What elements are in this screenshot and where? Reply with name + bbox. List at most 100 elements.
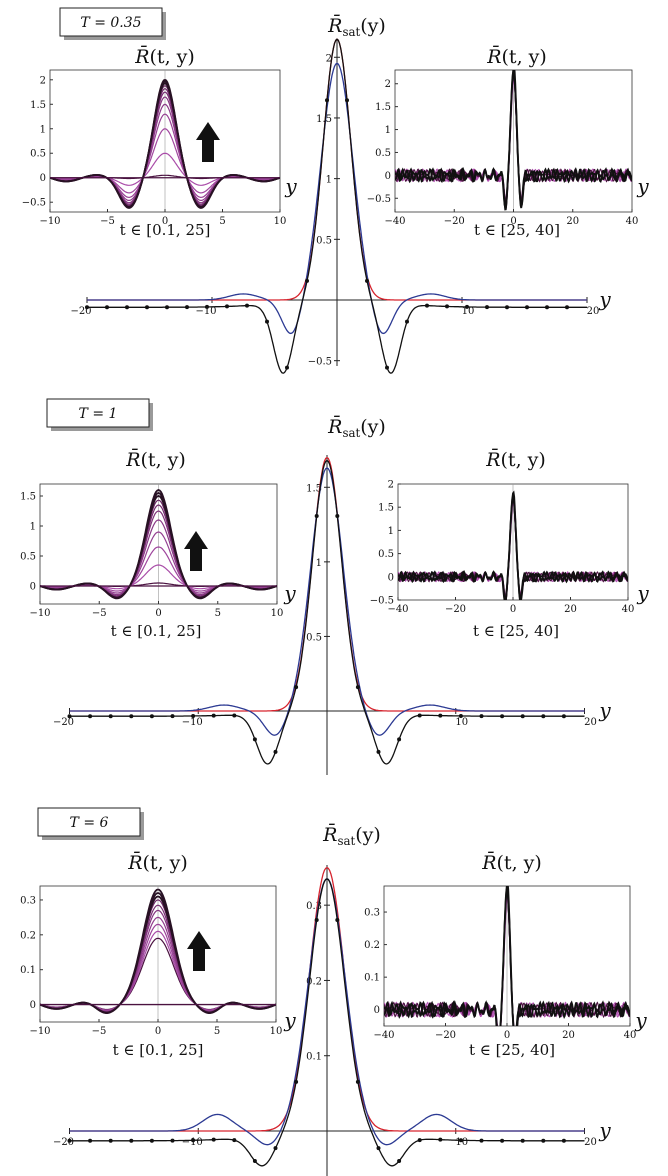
right-y-tick-label: 1 <box>385 125 391 136</box>
main-marker <box>500 1138 505 1143</box>
right-title: R̄(t, y) <box>481 851 542 874</box>
left-x-tick-label: 0 <box>162 216 168 227</box>
left-y-tick-label: −0.5 <box>22 198 46 209</box>
main-marker <box>314 513 319 518</box>
left-y-tick-label: 0 <box>40 173 46 184</box>
main-marker <box>232 713 237 718</box>
right-x-tick-label: 40 <box>622 604 635 615</box>
main-marker <box>565 305 569 310</box>
main-x-tick-label: 20 <box>584 717 597 728</box>
main-marker <box>561 1138 566 1143</box>
main-x-tick-label: 20 <box>587 306 600 317</box>
main-marker <box>425 303 429 308</box>
right-x-tick-label: 0 <box>510 216 516 227</box>
main-marker <box>67 1138 72 1143</box>
main-series-blue <box>69 467 585 736</box>
main-title-sub: sat <box>342 25 360 39</box>
main-title-r: R̄ <box>322 823 337 846</box>
panel-2: T = 1R̄sat(y)−20 −10 10 200.511.5y−10 −5 0 5 10… <box>20 398 650 775</box>
right-inset: −40 −20 0 20 40 −0.5 0 0.5 1 1.5 2 R̄(t, y) t ∈ [25,… <box>367 45 650 239</box>
right-y-tick-label: 1 <box>388 526 394 537</box>
main-marker <box>305 278 309 283</box>
family-curve <box>40 489 277 600</box>
late-curve <box>384 898 630 1026</box>
main-title-sub: sat <box>342 426 360 440</box>
main-marker <box>365 278 369 283</box>
up-arrow-icon <box>196 122 220 162</box>
right-title-arg: (t, y) <box>501 449 546 471</box>
main-title-arg: (y) <box>360 416 386 438</box>
left-y-tick-label: 1 <box>30 522 36 533</box>
family-curve <box>50 78 280 209</box>
main-series-black <box>69 878 585 1167</box>
main-marker <box>417 1138 422 1143</box>
main-marker <box>294 685 299 690</box>
right-x-tick-label: −20 <box>435 1030 456 1041</box>
left-subtitle: t ∈ [0.1, 25] <box>113 1041 204 1059</box>
left-y-tick-label: 0.5 <box>20 552 36 563</box>
main-x-label: y <box>598 287 611 311</box>
main-marker <box>438 713 443 718</box>
main-marker <box>355 685 360 690</box>
main-title-arg: (y) <box>355 824 381 846</box>
right-x-label: y <box>636 174 649 198</box>
main-marker <box>458 1138 463 1143</box>
panel-label: T = 1 <box>79 406 118 422</box>
main-marker <box>145 305 149 310</box>
right-title-arg: (t, y) <box>497 852 542 874</box>
right-y-tick-label: 2 <box>385 79 391 90</box>
main-marker <box>417 713 422 718</box>
left-title: R̄(t, y) <box>125 448 186 471</box>
main-marker <box>325 98 329 103</box>
main-marker <box>479 714 484 719</box>
main-marker <box>205 304 209 309</box>
main-marker <box>105 305 109 310</box>
main-marker <box>545 305 549 310</box>
main-marker <box>294 1079 299 1084</box>
main-marker <box>458 713 463 718</box>
main-marker <box>149 714 154 719</box>
left-x-tick-label: 5 <box>215 608 221 619</box>
main-y-tick-label: 1 <box>316 558 322 569</box>
left-x-tick-label: −10 <box>29 1026 50 1037</box>
main-marker <box>185 305 189 310</box>
left-y-tick-label: 2 <box>40 75 46 86</box>
left-subtitle: t ∈ [0.1, 25] <box>111 622 202 640</box>
main-x-tick-label: 10 <box>455 717 468 728</box>
main-x-tick-label: −10 <box>195 306 216 317</box>
main-marker <box>385 365 389 370</box>
main-y-tick-label: 0.5 <box>316 235 332 246</box>
late-curve <box>398 502 628 599</box>
up-arrow-icon <box>184 531 208 571</box>
main-title-sub: sat <box>337 834 355 848</box>
label-box <box>37 807 141 837</box>
main-marker <box>445 304 449 309</box>
family-curve <box>40 888 276 1014</box>
main-marker <box>405 319 409 324</box>
left-title-r: R̄ <box>125 448 140 471</box>
main-marker <box>335 513 340 518</box>
main-marker <box>108 714 113 719</box>
left-y-tick-label: 0.2 <box>20 930 36 941</box>
main-marker <box>232 1138 237 1143</box>
main-marker <box>85 305 89 310</box>
late-curve <box>395 70 632 211</box>
right-inset: −40 −20 0 20 40 −0.5 0 0.5 1 1.5 2 R̄(t, y) t ∈ [25,… <box>370 448 650 640</box>
left-x-tick-label: 0 <box>155 608 161 619</box>
right-title-r: R̄ <box>481 851 496 874</box>
right-subtitle: t ∈ [25, 40] <box>474 221 560 239</box>
right-title-r: R̄ <box>486 45 501 68</box>
main-marker <box>397 1158 402 1163</box>
main-x-tick-label: 10 <box>455 1137 468 1148</box>
left-x-tick-label: 5 <box>214 1026 220 1037</box>
main-x-tick-label: 20 <box>584 1137 597 1148</box>
main-x-tick-label: −10 <box>182 1137 203 1148</box>
left-x-tick-label: −10 <box>29 608 50 619</box>
right-subtitle: t ∈ [25, 40] <box>469 1041 555 1059</box>
main-x-label: y <box>598 1118 611 1142</box>
late-curve <box>395 79 632 203</box>
main-marker <box>500 714 505 719</box>
main-marker <box>129 714 134 719</box>
panel-3: T = 6R̄sat(y)−20 −10 10 200.10.20.3y−10 −5 0 5… <box>20 807 647 1176</box>
main-title-r: R̄ <box>327 14 342 37</box>
